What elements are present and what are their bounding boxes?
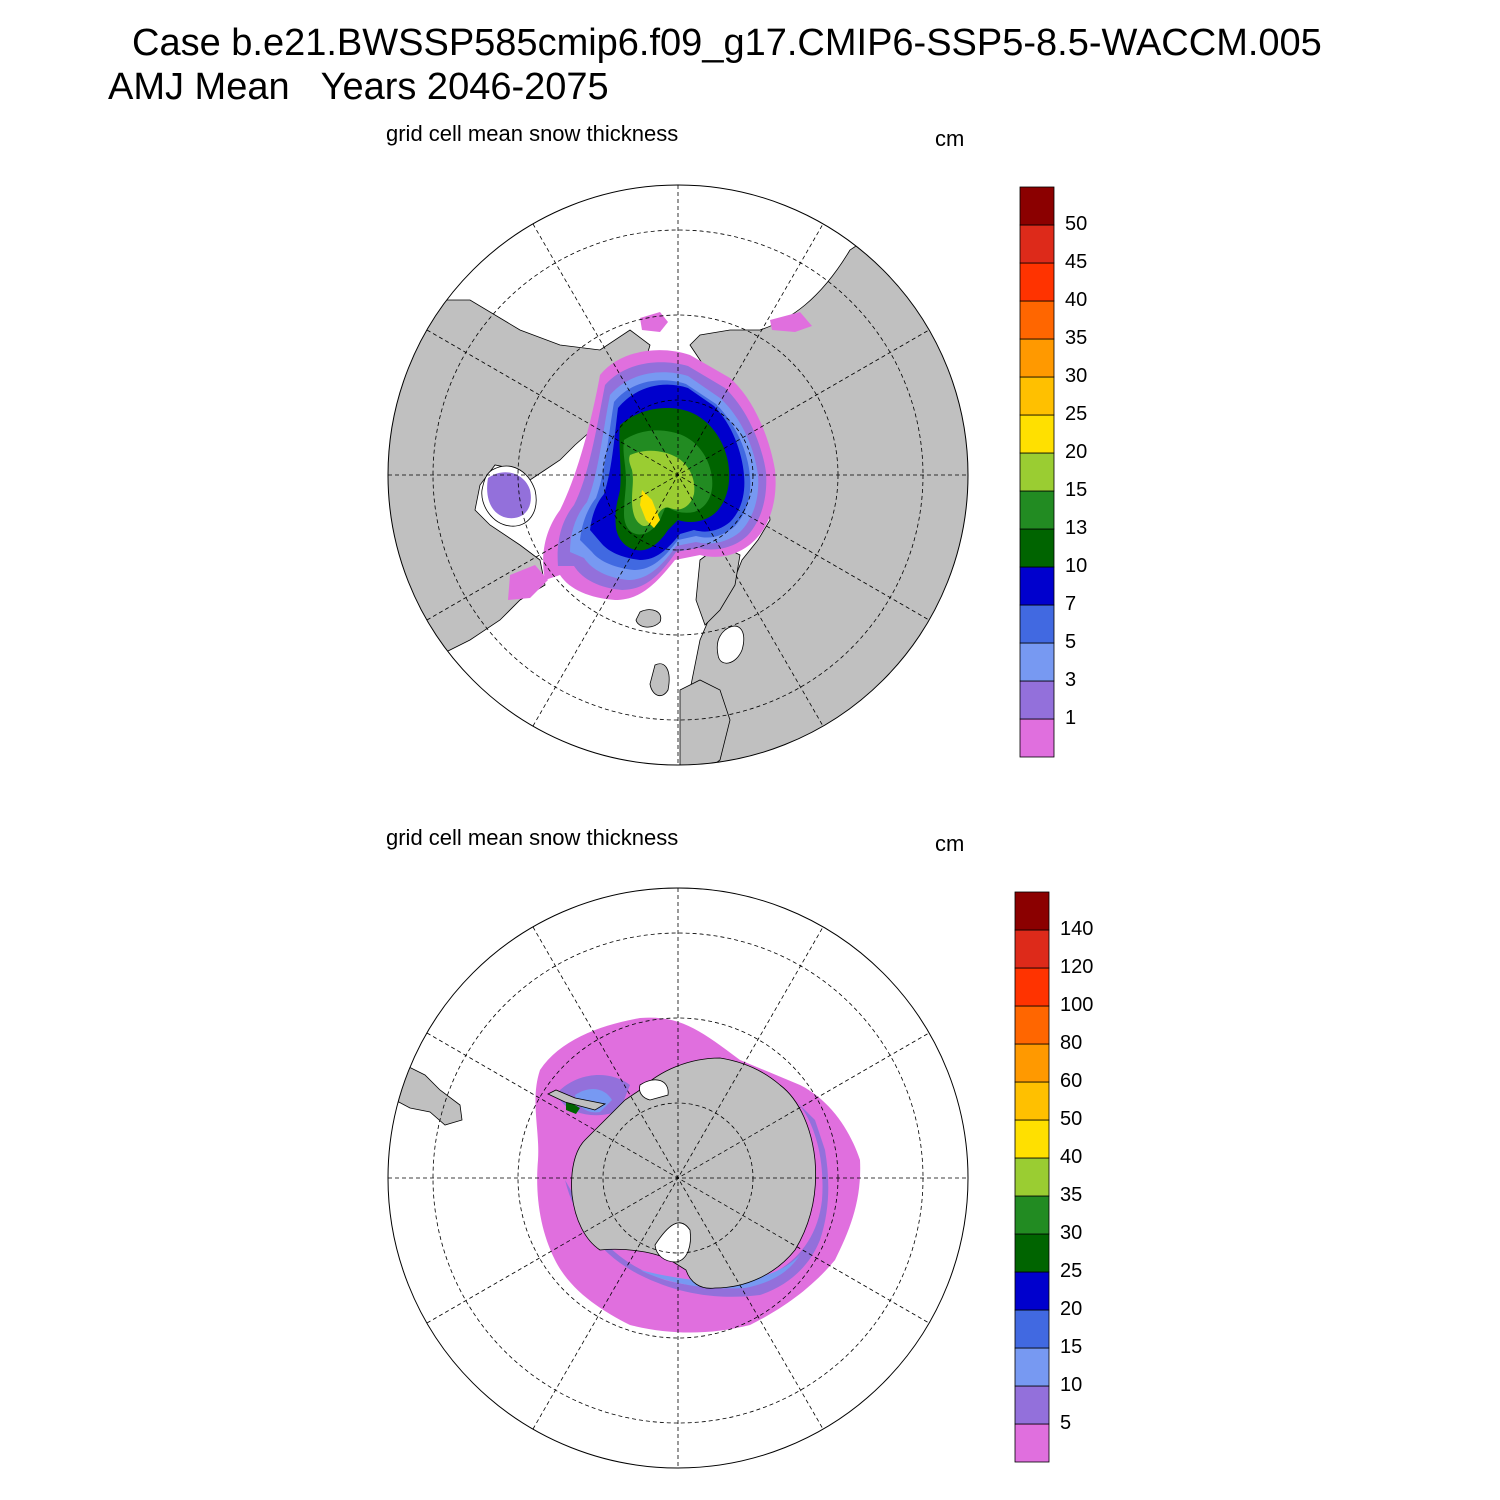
colorbar-tick-label: 13 bbox=[1065, 517, 1088, 539]
antarctic-land-antarctica bbox=[571, 1057, 816, 1289]
colorbar-box bbox=[1019, 186, 1055, 226]
antarctic-colorbar bbox=[1014, 891, 1050, 1463]
colorbar-tick-label: 15 bbox=[1060, 1336, 1083, 1358]
colorbar-box bbox=[1014, 929, 1050, 969]
colorbar-tick-label: 15 bbox=[1065, 479, 1088, 501]
colorbar-box bbox=[1014, 1195, 1050, 1235]
colorbar-tick-label: 40 bbox=[1065, 289, 1088, 311]
colorbar-box bbox=[1019, 604, 1055, 644]
colorbar-box bbox=[1014, 967, 1050, 1007]
colorbar-box bbox=[1019, 376, 1055, 416]
colorbar-tick-label: 50 bbox=[1065, 213, 1088, 235]
colorbar-tick-label: 3 bbox=[1065, 669, 1077, 691]
colorbar-tick-label: 50 bbox=[1060, 1108, 1083, 1130]
arctic-land-europe bbox=[679, 679, 731, 765]
antarctic-weddell-sea bbox=[639, 1079, 669, 1101]
colorbar-tick-label: 20 bbox=[1065, 441, 1088, 463]
colorbar-tick-label: 60 bbox=[1060, 1070, 1083, 1092]
colorbar-box bbox=[1014, 1081, 1050, 1121]
colorbar-box bbox=[1019, 262, 1055, 302]
colorbar-box bbox=[1014, 1271, 1050, 1311]
colorbar-box bbox=[1019, 452, 1055, 492]
colorbar-tick-label: 80 bbox=[1060, 1032, 1083, 1054]
colorbar-box bbox=[1014, 1157, 1050, 1197]
antarctic-units-label: cm bbox=[935, 831, 965, 856]
antarctic-polar-map bbox=[387, 887, 969, 1469]
colorbar-box bbox=[1019, 224, 1055, 264]
colorbar-box bbox=[1019, 300, 1055, 340]
colorbar-box bbox=[1014, 1309, 1050, 1349]
arctic-map-border bbox=[387, 184, 969, 766]
antarctic-graticule bbox=[388, 888, 968, 1468]
colorbar-tick-label: 20 bbox=[1060, 1298, 1083, 1320]
figure-title-case: Case b.e21.BWSSP585cmip6.f09_g17.CMIP6-S… bbox=[132, 22, 1322, 64]
arctic-panel-title: grid cell mean snow thickness bbox=[386, 121, 679, 146]
colorbar-box bbox=[1014, 1423, 1050, 1463]
antarctic-land-peninsula bbox=[547, 1089, 607, 1111]
arctic-polar-map bbox=[387, 184, 969, 766]
colorbar-tick-label: 5 bbox=[1065, 631, 1077, 653]
colorbar-tick-label: 120 bbox=[1060, 956, 1094, 978]
colorbar-tick-label: 140 bbox=[1060, 918, 1094, 940]
colorbar-box bbox=[1019, 642, 1055, 682]
arctic-land-iceland bbox=[635, 609, 662, 628]
colorbar-box bbox=[1019, 718, 1055, 758]
colorbar-tick-label: 40 bbox=[1060, 1146, 1083, 1168]
colorbar-box bbox=[1014, 1385, 1050, 1425]
colorbar-tick-label: 100 bbox=[1060, 994, 1094, 1016]
colorbar-box bbox=[1019, 414, 1055, 454]
figure-title-period: AMJ Mean Years 2046-2075 bbox=[108, 66, 609, 108]
colorbar-tick-label: 30 bbox=[1060, 1222, 1083, 1244]
colorbar-tick-label: 1 bbox=[1065, 707, 1077, 729]
antarctic-map-border bbox=[387, 887, 969, 1469]
colorbar-tick-label: 10 bbox=[1065, 555, 1088, 577]
arctic-snow-okhotsk bbox=[770, 312, 812, 332]
colorbar-tick-label: 25 bbox=[1060, 1260, 1083, 1282]
colorbar-box bbox=[1014, 1119, 1050, 1159]
colorbar-box bbox=[1014, 1005, 1050, 1045]
colorbar-box bbox=[1019, 338, 1055, 378]
colorbar-tick-label: 25 bbox=[1065, 403, 1088, 425]
colorbar-tick-label: 5 bbox=[1060, 1412, 1072, 1434]
colorbar-tick-label: 45 bbox=[1065, 251, 1088, 273]
colorbar-box bbox=[1019, 528, 1055, 568]
colorbar-box bbox=[1019, 680, 1055, 720]
colorbar-tick-label: 35 bbox=[1065, 327, 1088, 349]
arctic-colorbar bbox=[1019, 186, 1055, 758]
colorbar-box bbox=[1019, 566, 1055, 606]
arctic-snow-hudson bbox=[487, 472, 531, 519]
colorbar-box bbox=[1014, 891, 1050, 931]
arctic-snow-bering bbox=[640, 312, 668, 332]
arctic-graticule bbox=[388, 185, 968, 765]
antarctic-ross-sea bbox=[654, 1222, 691, 1263]
colorbar-tick-label: 10 bbox=[1060, 1374, 1083, 1396]
colorbar-box bbox=[1014, 1233, 1050, 1273]
colorbar-box bbox=[1019, 490, 1055, 530]
colorbar-tick-label: 35 bbox=[1060, 1184, 1083, 1206]
arctic-baltic-sea bbox=[716, 625, 745, 664]
colorbar-box bbox=[1014, 1043, 1050, 1083]
arctic-units-label: cm bbox=[935, 126, 965, 151]
colorbar-tick-label: 30 bbox=[1065, 365, 1088, 387]
arctic-snow-field bbox=[543, 350, 776, 600]
arctic-snow-labrador bbox=[508, 565, 548, 600]
arctic-land-british-isles bbox=[649, 663, 670, 697]
antarctic-panel-title: grid cell mean snow thickness bbox=[386, 825, 679, 850]
colorbar-box bbox=[1014, 1347, 1050, 1387]
colorbar-tick-label: 7 bbox=[1065, 593, 1077, 615]
